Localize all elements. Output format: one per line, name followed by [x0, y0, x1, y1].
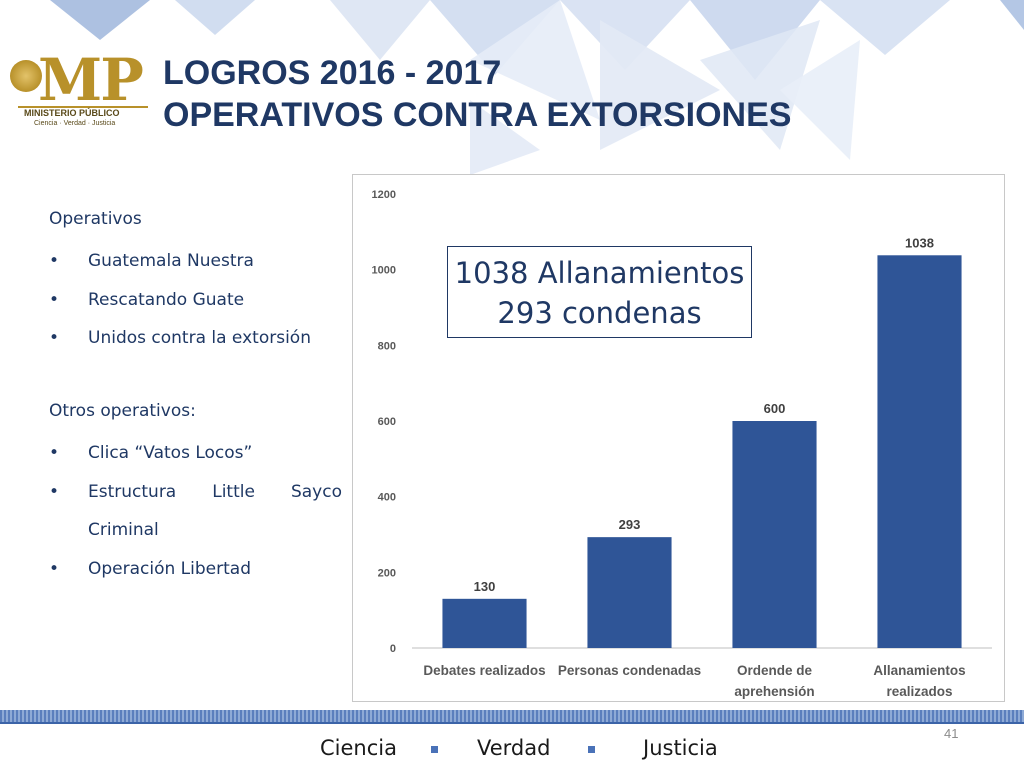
- list-item-label: Rescatando Guate: [88, 289, 245, 310]
- footer-divider: [0, 722, 1024, 724]
- data-label: 130: [474, 579, 496, 594]
- data-label: 293: [619, 517, 641, 532]
- y-tick-label: 600: [378, 416, 396, 428]
- list-item: • Guatemala Nuestra: [49, 242, 342, 280]
- category-label: realizados: [886, 684, 952, 699]
- list-heading-otros: Otros operativos:: [49, 401, 196, 421]
- ministerio-publico-logo: MP MINISTERIO PÚBLICO Ciencia · Verdad ·…: [8, 48, 153, 138]
- y-tick-label: 1200: [372, 189, 396, 201]
- data-label: 1038: [905, 235, 934, 250]
- category-label: Debates realizados: [423, 663, 545, 678]
- slide-title-line1: LOGROS 2016 - 2017: [163, 54, 502, 92]
- square-bullet-icon: [431, 746, 438, 753]
- bullet-icon: •: [49, 481, 60, 502]
- bullet-icon: •: [49, 289, 60, 310]
- square-bullet-icon: [588, 746, 595, 753]
- slide-title-line2: OPERATIVOS CONTRA EXTORSIONES: [163, 96, 792, 134]
- list-spacer: [49, 358, 342, 396]
- page-number: 41: [944, 726, 959, 741]
- bar: [587, 537, 672, 648]
- list-item-label: Clica “Vatos Locos”: [88, 443, 253, 464]
- list-item-label: Unidos contra la extorsión: [88, 328, 311, 349]
- list-item: • Unidos contra la extorsión: [49, 319, 342, 357]
- logo-tagline: Ciencia · Verdad · Justicia: [34, 120, 116, 127]
- list-item-label-continuation: Criminal: [88, 520, 159, 541]
- list-item-label: Guatemala Nuestra: [88, 251, 254, 272]
- operativos-list: Operativos • Guatemala Nuestra • Rescatand…: [49, 204, 342, 588]
- callout-line2: 293 condenas: [497, 296, 702, 330]
- logo-mark: MP: [38, 46, 144, 114]
- data-label: 600: [764, 401, 786, 416]
- bullet-icon: •: [49, 558, 60, 579]
- bar: [877, 255, 962, 648]
- list-item: • Estructura Little Sayco Criminal: [49, 473, 342, 550]
- footer-band: [0, 710, 1024, 722]
- logo-divider: [18, 106, 148, 108]
- bullet-icon: •: [49, 443, 60, 464]
- bullet-icon: •: [49, 251, 60, 272]
- y-tick-label: 800: [378, 340, 396, 352]
- bar: [442, 598, 527, 648]
- list-item: • Operación Libertad: [49, 550, 342, 588]
- y-tick-label: 1000: [372, 265, 396, 277]
- slide-title: LOGROS 2016 - 2017 OPERATIVOS CONTRA EXT…: [163, 52, 791, 136]
- y-tick-label: 0: [390, 643, 396, 655]
- bullet-icon: •: [49, 328, 60, 349]
- category-label: Ordende de: [737, 663, 813, 678]
- coat-of-arms-icon: [10, 60, 42, 92]
- y-tick-label: 400: [378, 492, 396, 504]
- category-label: Allanamientos: [873, 663, 965, 678]
- list-heading-operativos: Operativos: [49, 209, 142, 229]
- callout-line1: 1038 Allanamientos: [454, 256, 745, 290]
- background-pattern: [50, 0, 1024, 175]
- list-item: • Clica “Vatos Locos”: [49, 434, 342, 472]
- motto-justicia: Justicia: [643, 736, 718, 760]
- bar: [732, 421, 817, 648]
- list-item-label: Estructura Little Sayco: [88, 481, 342, 502]
- category-label: Personas condenadas: [558, 663, 701, 678]
- y-tick-label: 200: [378, 567, 396, 579]
- logo-name: MINISTERIO PÚBLICO: [24, 108, 120, 118]
- bar-chart: 0 200 400 600 800 1000 1200 130 Debates realizad…: [372, 189, 992, 699]
- motto-verdad: Verdad: [477, 736, 551, 760]
- list-item: • Rescatando Guate: [49, 281, 342, 319]
- list-item-label: Operación Libertad: [88, 558, 251, 579]
- motto-ciencia: Ciencia: [320, 736, 397, 760]
- summary-callout: 1038 Allanamientos 293 condenas: [447, 246, 752, 338]
- category-label: aprehensión: [734, 684, 814, 699]
